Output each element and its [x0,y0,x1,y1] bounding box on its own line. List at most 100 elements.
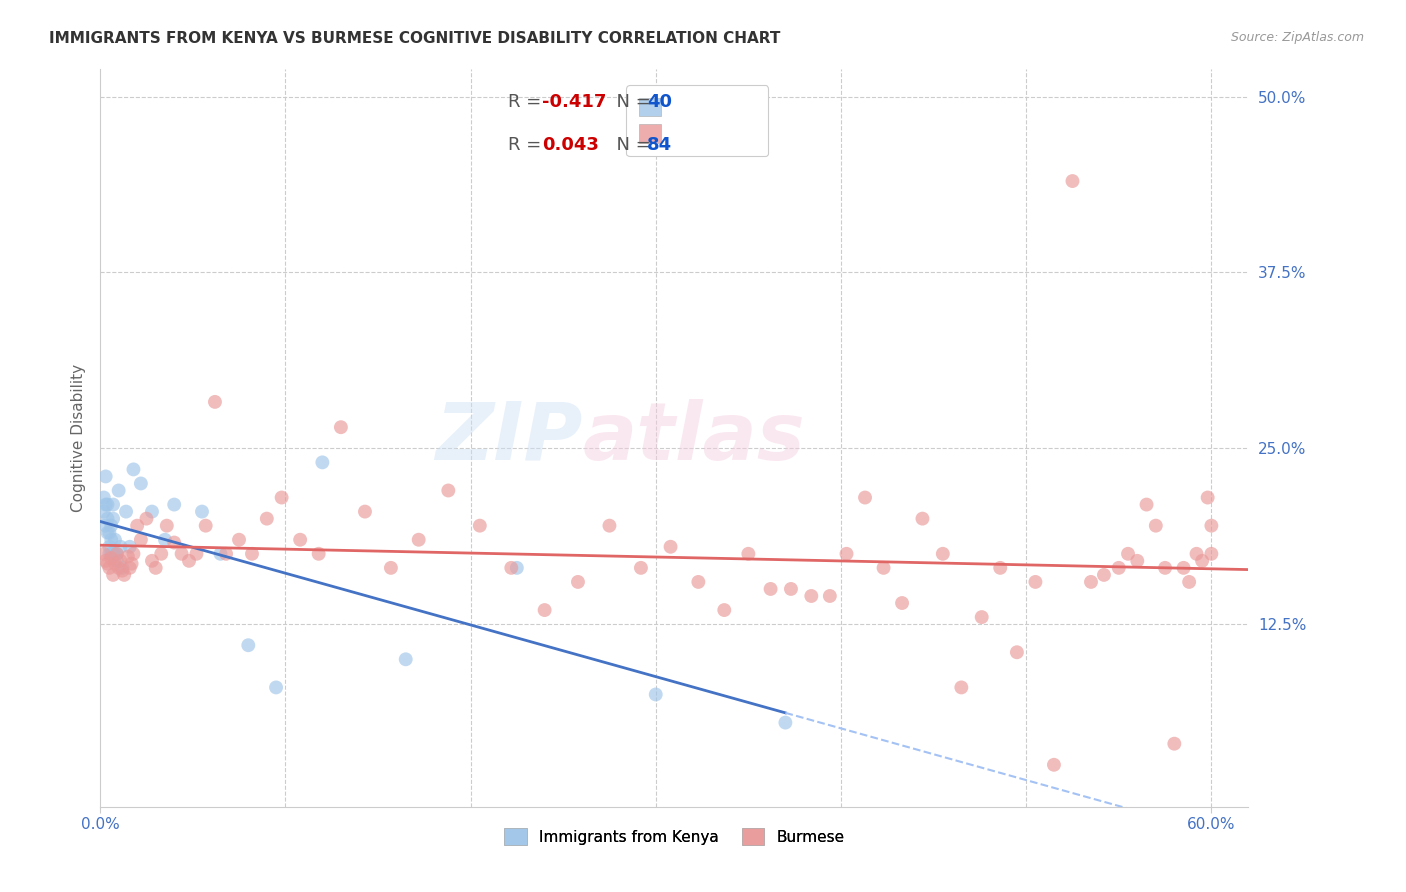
Point [98,547,121,561]
Point [107,483,129,498]
Point [1163,737,1185,751]
Point [1043,757,1066,772]
Point [1080,574,1102,589]
Text: R =: R = [508,93,547,111]
Point [110,540,132,554]
Text: N =: N = [606,136,657,153]
Text: 40: 40 [647,93,672,111]
Point [100,533,122,547]
Point [104,557,127,571]
Point [204,395,226,409]
Point [970,610,993,624]
Point [98,561,121,575]
Point [100,551,122,566]
Point [780,582,803,596]
Point [932,547,955,561]
Point [105,547,128,561]
Point [122,462,145,476]
Point [141,505,163,519]
Point [96,511,118,525]
Point [105,547,128,561]
Text: Source: ZipAtlas.com: Source: ZipAtlas.com [1230,31,1364,45]
Point [129,476,152,491]
Point [153,533,176,547]
Point [988,561,1011,575]
Point [93,505,115,519]
Point [800,589,823,603]
Point [506,561,529,575]
Point [93,491,115,505]
Point [101,498,124,512]
Point [775,715,797,730]
Point [853,491,876,505]
Point [94,469,117,483]
Point [110,554,132,568]
Point [115,505,138,519]
Point [101,547,124,561]
Point [163,535,186,549]
Point [1191,554,1213,568]
Point [395,652,418,666]
Legend: Immigrants from Kenya, Burmese: Immigrants from Kenya, Burmese [498,822,851,851]
Point [264,681,287,695]
Point [891,596,914,610]
Point [215,547,238,561]
Point [94,518,117,533]
Point [1135,498,1157,512]
Point [118,561,141,575]
Point [104,533,127,547]
Point [191,505,214,519]
Point [1185,547,1208,561]
Point [872,561,894,575]
Point [1201,518,1223,533]
Point [911,511,934,525]
Text: ZIP: ZIP [434,399,582,476]
Point [94,554,117,568]
Point [835,547,858,561]
Text: N =: N = [606,93,657,111]
Point [96,557,118,571]
Point [96,525,118,540]
Point [122,547,145,561]
Point [141,554,163,568]
Point [737,547,759,561]
Point [437,483,460,498]
Text: 84: 84 [647,136,672,153]
Point [1178,574,1201,589]
Point [121,557,143,571]
Point [598,518,620,533]
Point [98,525,121,540]
Point [1024,574,1046,589]
Point [567,574,589,589]
Point [145,561,167,575]
Point [308,547,330,561]
Point [380,561,402,575]
Point [288,533,311,547]
Point [311,455,333,469]
Point [238,638,260,652]
Y-axis label: Cognitive Disability: Cognitive Disability [72,364,86,512]
Text: IMMIGRANTS FROM KENYA VS BURMESE COGNITIVE DISABILITY CORRELATION CHART: IMMIGRANTS FROM KENYA VS BURMESE COGNITI… [49,31,780,46]
Point [659,540,682,554]
Point [1108,561,1130,575]
Point [111,564,134,578]
Point [1154,561,1177,575]
Point [1144,518,1167,533]
Point [177,554,200,568]
Point [186,547,208,561]
Text: 0.043: 0.043 [543,136,599,153]
Point [170,547,193,561]
Point [150,547,173,561]
Text: atlas: atlas [582,399,806,476]
Point [1173,561,1195,575]
Point [408,533,430,547]
Point [111,561,134,575]
Point [468,518,491,533]
Point [96,498,118,512]
Point [630,561,652,575]
Point [127,518,149,533]
Point [135,511,157,525]
Point [101,568,124,582]
Point [1126,554,1149,568]
Point [105,554,128,568]
